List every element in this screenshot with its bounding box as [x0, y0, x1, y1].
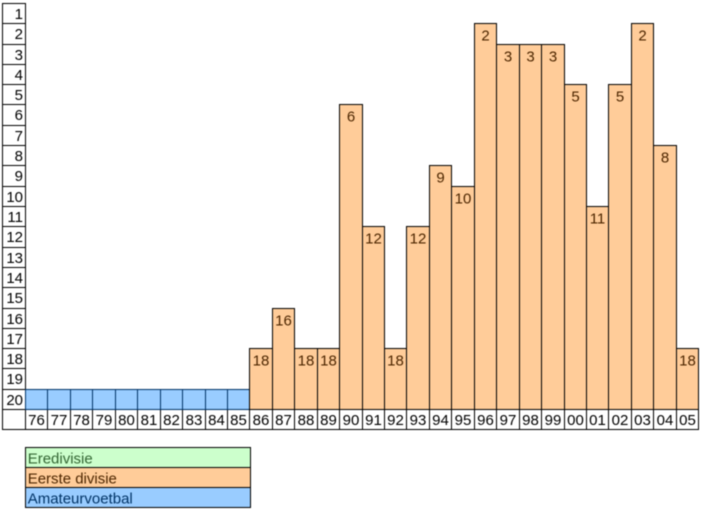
svg-text:81: 81 — [141, 412, 158, 429]
svg-text:6: 6 — [347, 108, 355, 125]
svg-text:16: 16 — [275, 312, 292, 329]
svg-text:77: 77 — [51, 412, 68, 429]
svg-text:6: 6 — [15, 107, 23, 124]
svg-text:88: 88 — [298, 412, 315, 429]
svg-text:13: 13 — [6, 250, 23, 267]
svg-text:82: 82 — [163, 412, 180, 429]
svg-text:18: 18 — [320, 352, 337, 369]
svg-text:8: 8 — [15, 148, 23, 165]
svg-text:78: 78 — [73, 412, 90, 429]
svg-text:12: 12 — [365, 230, 382, 247]
svg-text:92: 92 — [387, 412, 404, 429]
svg-text:20: 20 — [6, 392, 23, 409]
svg-text:5: 5 — [15, 87, 23, 104]
svg-text:14: 14 — [6, 270, 23, 287]
svg-text:12: 12 — [6, 229, 23, 246]
svg-text:80: 80 — [118, 412, 135, 429]
svg-text:Eerste divisie: Eerste divisie — [28, 471, 117, 488]
svg-text:11: 11 — [7, 209, 23, 226]
svg-text:85: 85 — [230, 412, 247, 429]
svg-text:02: 02 — [612, 412, 629, 429]
svg-text:19: 19 — [6, 371, 23, 388]
svg-text:3: 3 — [504, 48, 512, 65]
svg-text:4: 4 — [15, 67, 23, 84]
svg-text:17: 17 — [6, 331, 23, 348]
svg-text:15: 15 — [6, 290, 23, 307]
svg-text:1: 1 — [15, 6, 23, 23]
svg-text:91: 91 — [365, 412, 382, 429]
svg-text:05: 05 — [679, 412, 696, 429]
svg-text:04: 04 — [657, 412, 674, 429]
svg-text:5: 5 — [616, 88, 624, 105]
svg-text:3: 3 — [15, 47, 23, 64]
svg-text:Eredivisie: Eredivisie — [28, 451, 93, 468]
svg-text:2: 2 — [481, 27, 489, 44]
svg-text:5: 5 — [571, 88, 579, 105]
svg-text:86: 86 — [253, 412, 270, 429]
svg-text:11: 11 — [590, 210, 606, 227]
svg-text:00: 00 — [567, 412, 584, 429]
svg-text:9: 9 — [436, 169, 444, 186]
svg-text:94: 94 — [432, 412, 449, 429]
svg-text:3: 3 — [526, 48, 534, 65]
svg-text:7: 7 — [15, 128, 23, 145]
svg-text:10: 10 — [455, 190, 472, 207]
svg-text:10: 10 — [6, 189, 23, 206]
svg-text:76: 76 — [28, 412, 45, 429]
svg-text:2: 2 — [15, 26, 23, 43]
svg-text:99: 99 — [545, 412, 562, 429]
svg-text:9: 9 — [15, 168, 23, 185]
svg-text:2: 2 — [638, 27, 646, 44]
svg-text:Amateurvoetbal: Amateurvoetbal — [28, 491, 133, 508]
svg-text:01: 01 — [589, 412, 606, 429]
svg-text:79: 79 — [96, 412, 113, 429]
svg-text:93: 93 — [410, 412, 427, 429]
svg-text:18: 18 — [253, 352, 270, 369]
svg-text:16: 16 — [6, 311, 23, 328]
svg-text:95: 95 — [455, 412, 472, 429]
svg-text:84: 84 — [208, 412, 225, 429]
svg-text:18: 18 — [387, 352, 404, 369]
svg-text:96: 96 — [477, 412, 494, 429]
svg-text:12: 12 — [410, 230, 427, 247]
svg-text:98: 98 — [522, 412, 539, 429]
svg-text:90: 90 — [343, 412, 360, 429]
svg-text:8: 8 — [661, 149, 669, 166]
svg-text:03: 03 — [634, 412, 651, 429]
svg-text:18: 18 — [679, 352, 696, 369]
svg-text:18: 18 — [6, 351, 23, 368]
svg-text:87: 87 — [275, 412, 292, 429]
svg-text:97: 97 — [500, 412, 517, 429]
svg-text:3: 3 — [549, 48, 557, 65]
svg-text:83: 83 — [186, 412, 203, 429]
svg-text:18: 18 — [298, 352, 315, 369]
svg-text:89: 89 — [320, 412, 337, 429]
